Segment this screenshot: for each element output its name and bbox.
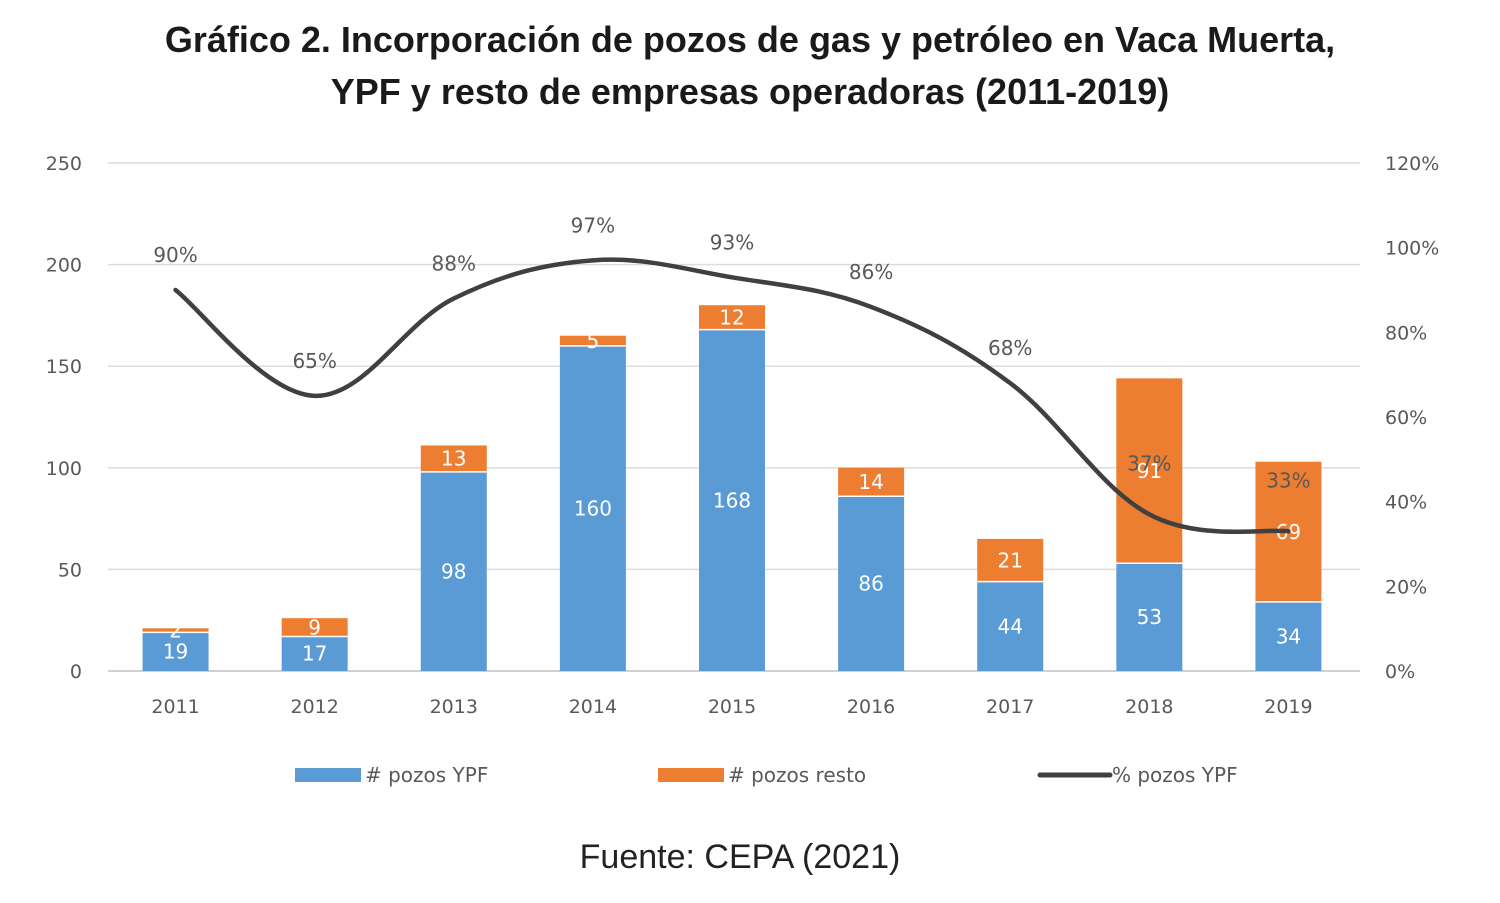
data-label-ypf: 98 — [441, 559, 466, 583]
legend-swatch — [295, 768, 361, 782]
data-label-resto: 14 — [858, 470, 883, 494]
bar-ypf — [559, 345, 626, 671]
bar-resto — [1116, 378, 1183, 564]
legend-swatch — [658, 768, 724, 782]
data-label-pct: 65% — [292, 349, 336, 373]
data-label-ypf: 19 — [163, 640, 188, 664]
right-axis-tick-label: 100% — [1385, 238, 1439, 260]
line-series: 90% 65% 88% 97% 93% 86% 68% 37% 33% — [153, 213, 1311, 535]
data-label-pct: 68% — [988, 336, 1032, 360]
line-pct-ypf — [173, 257, 1291, 535]
left-axis-tick-label: 150 — [46, 356, 82, 378]
bar-resto — [699, 305, 765, 330]
legend-label: # pozos resto — [728, 763, 866, 787]
bar-ypf — [142, 632, 209, 671]
right-axis-tick-label: 0% — [1385, 661, 1415, 683]
source-note: Fuente: CEPA (2021) — [579, 838, 901, 876]
x-axis-tick-label: 2019 — [1264, 696, 1312, 718]
data-label-ypf: 160 — [574, 496, 612, 520]
bar-resto — [977, 538, 1044, 582]
data-label-ypf: 53 — [1137, 605, 1162, 629]
x-axis-tick-label: 2015 — [708, 696, 756, 718]
bar-ypf — [1255, 601, 1322, 671]
bar-resto — [420, 445, 487, 472]
right-axis-tick-label: 20% — [1385, 576, 1427, 598]
bar-resto — [838, 467, 905, 497]
title-line-2: YPF y resto de empresas operadoras (2011… — [330, 71, 1170, 112]
data-label-pct: 86% — [849, 260, 893, 284]
bar-ypf — [699, 329, 765, 671]
data-label-pct: 88% — [432, 251, 476, 275]
left-axis-tick-label: 250 — [46, 153, 82, 175]
right-axis-tick-label: 60% — [1385, 407, 1427, 429]
data-label-resto: 5 — [587, 329, 600, 353]
right-axis-tick-label: 80% — [1385, 322, 1427, 344]
right-axis-tick-label: 40% — [1385, 492, 1427, 514]
left-axis-tick-label: 50 — [58, 559, 82, 581]
data-label-resto: 2 — [169, 618, 182, 642]
data-label-pct: 97% — [571, 213, 615, 237]
data-label-pct: 93% — [710, 230, 754, 254]
data-label-ypf: 168 — [713, 488, 751, 512]
bar-resto — [559, 335, 626, 346]
legend-label: # pozos YPF — [365, 763, 488, 787]
data-label-ypf: 17 — [302, 642, 327, 666]
bar-ypf — [977, 581, 1044, 671]
data-label-resto: 9 — [308, 615, 321, 639]
data-label-resto: 13 — [441, 447, 466, 471]
bar-resto — [281, 618, 348, 637]
data-label-ypf: 34 — [1276, 624, 1301, 648]
data-label-ypf: 44 — [997, 614, 1022, 638]
bar-ypf — [281, 636, 348, 671]
x-axis-tick-label: 2018 — [1125, 696, 1173, 718]
x-axis-tick-label: 2011 — [151, 696, 199, 718]
legend: # pozos YPF # pozos resto % pozos YPF — [295, 763, 1238, 787]
data-label-pct: 90% — [153, 243, 197, 267]
title-line-1: Gráfico 2. Incorporación de pozos de gas… — [164, 19, 1336, 60]
data-label-resto: 91 — [1137, 459, 1162, 483]
x-axis-tick-label: 2014 — [569, 696, 617, 718]
right-axis-tick-label: 120% — [1385, 153, 1439, 175]
x-axis-tick-label: 2016 — [847, 696, 895, 718]
right-axis-ticks: 0% 20% 40% 60% 80% 100% 120% — [1385, 153, 1439, 683]
x-axis-tick-label: 2012 — [290, 696, 338, 718]
data-label-ypf: 86 — [858, 572, 883, 596]
data-label-resto: 12 — [719, 305, 744, 329]
x-axis-tick-label: 2013 — [430, 696, 478, 718]
chart-title: Gráfico 2. Incorporación de pozos de gas… — [0, 14, 1500, 118]
bar-ypf — [1116, 563, 1183, 671]
bar-ypf — [838, 496, 905, 671]
x-axis-tick-label: 2017 — [986, 696, 1034, 718]
left-axis-tick-label: 0 — [70, 661, 82, 683]
bar-resto — [142, 628, 209, 633]
left-axis-tick-label: 100 — [46, 458, 82, 480]
data-label-resto: 21 — [997, 548, 1022, 572]
data-label-pct: 33% — [1266, 468, 1310, 492]
bar-ypf — [420, 471, 487, 671]
left-axis-ticks: 0 50 100 150 200 250 — [46, 153, 82, 683]
left-axis-tick-label: 200 — [46, 255, 82, 277]
x-axis-ticks: 2011 2012 2013 2014 2015 2016 2017 2018 2019 — [151, 696, 1312, 718]
data-label-pct: 37% — [1127, 451, 1171, 475]
legend-label: % pozos YPF — [1112, 763, 1238, 787]
